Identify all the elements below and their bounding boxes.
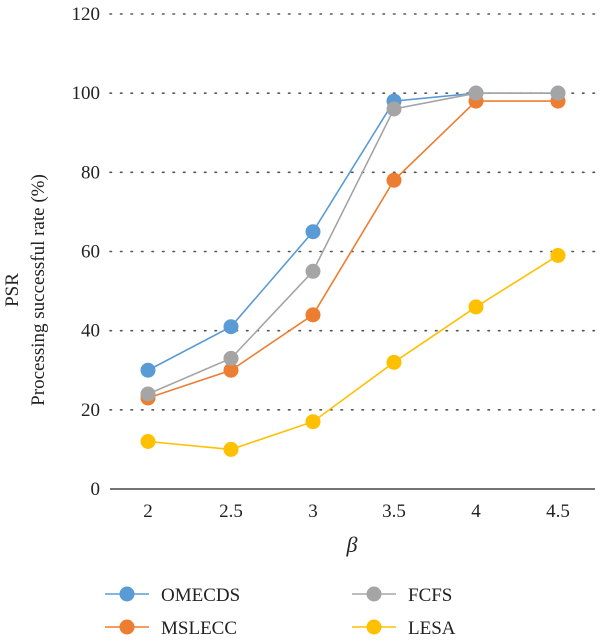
data-point [386,172,402,188]
data-point [468,299,484,315]
legend-label: OMECDS [161,585,240,606]
data-point [386,354,402,370]
data-point [223,362,239,378]
y-tick-label: 20 [81,400,100,421]
legend-item-fcfs: FCFS [352,585,452,606]
x-tick-label: 3 [308,501,318,522]
x-tick-label: 4.5 [546,501,570,522]
series-line-mslecc [147,100,558,399]
data-point [305,307,321,323]
series-layer [140,85,566,457]
x-tick-label: 2 [143,501,153,522]
series-omecds [140,85,566,378]
legend-item-lesa: LESA [352,618,456,639]
legend-item-mslecc: MSLECC [105,618,237,639]
y-tick-labels: 0 20 40 60 80 100 120 [72,4,101,500]
series-line-omecds [147,92,558,371]
data-point [305,263,321,279]
grid-lines [109,13,596,411]
y-tick-label: 120 [72,4,101,25]
series-line-fcfs [147,92,558,395]
legend-marker [119,619,135,635]
data-point [140,434,156,449]
series-mslecc [140,93,566,406]
series-lesa [140,247,566,457]
data-point [223,319,239,335]
data-point [468,85,484,101]
x-axis-title: β [346,532,358,557]
x-tick-label: 4 [471,501,481,522]
data-point [386,101,402,117]
data-point [550,85,566,101]
y-axis-title-line2: Processing successful rate (%) [28,174,49,406]
data-point [140,386,156,402]
legend-label: MSLECC [161,618,237,639]
y-tick-label: 40 [81,321,100,342]
data-point [305,224,321,240]
y-tick-label: 100 [72,83,101,104]
legend-label: FCFS [408,585,452,606]
data-point [550,247,566,263]
series-fcfs [140,85,566,402]
series-line-lesa [147,254,559,451]
y-tick-label: 80 [81,162,100,183]
legend-item-omecds: OMECDS [105,585,240,606]
x-tick-label: 3.5 [382,501,406,522]
legend-marker [119,586,135,602]
data-point [305,414,321,430]
x-tick-labels: 2 2.5 3 3.5 4 4.5 [143,501,570,522]
y-tick-label: 60 [81,242,100,263]
y-tick-label: 0 [91,479,101,500]
legend: OMECDS FCFS MSLECC LESA [105,585,456,639]
legend-marker [366,619,382,635]
legend-marker [366,586,382,602]
data-point [223,441,239,457]
x-tick-label: 2.5 [219,501,243,522]
data-point [140,362,156,378]
y-axis-title-line1: PSR [2,273,23,307]
legend-label: LESA [408,618,456,639]
data-point [223,350,239,366]
